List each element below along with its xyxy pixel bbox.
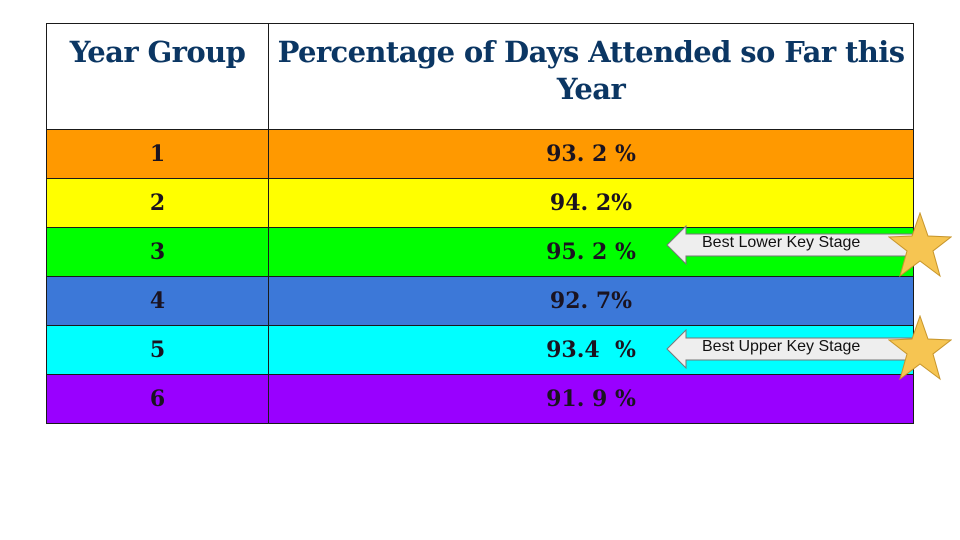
year-group-cell: 2 — [46, 178, 269, 228]
table-row: 6 91. 9 % — [46, 374, 914, 424]
attendance-table: Year Group Percentage of Days Attended s… — [46, 23, 914, 424]
header-percentage: Percentage of Days Attended so Far this … — [268, 23, 914, 130]
header-year-group: Year Group — [46, 23, 269, 130]
year-group-cell: 5 — [46, 325, 269, 375]
table-row: 1 93. 2 % — [46, 129, 914, 179]
percentage-cell: 94. 2% — [268, 178, 914, 228]
callout-lower-key-stage: Best Lower Key Stage — [666, 212, 956, 278]
year-group-cell: 1 — [46, 129, 269, 179]
table-row: 2 94. 2% — [46, 178, 914, 228]
percentage-cell: 91. 9 % — [268, 374, 914, 424]
percentage-cell: 92. 7% — [268, 276, 914, 326]
year-group-cell: 4 — [46, 276, 269, 326]
year-group-cell: 3 — [46, 227, 269, 277]
star-icon — [888, 315, 952, 381]
percentage-cell: 93. 2 % — [268, 129, 914, 179]
header-row: Year Group Percentage of Days Attended s… — [46, 23, 914, 130]
year-group-cell: 6 — [46, 374, 269, 424]
star-icon — [888, 212, 952, 278]
table-row: 4 92. 7% — [46, 276, 914, 326]
callout-label: Best Lower Key Stage — [702, 234, 861, 251]
callout-upper-key-stage: Best Upper Key Stage — [666, 315, 956, 381]
callout-label: Best Upper Key Stage — [702, 338, 861, 355]
